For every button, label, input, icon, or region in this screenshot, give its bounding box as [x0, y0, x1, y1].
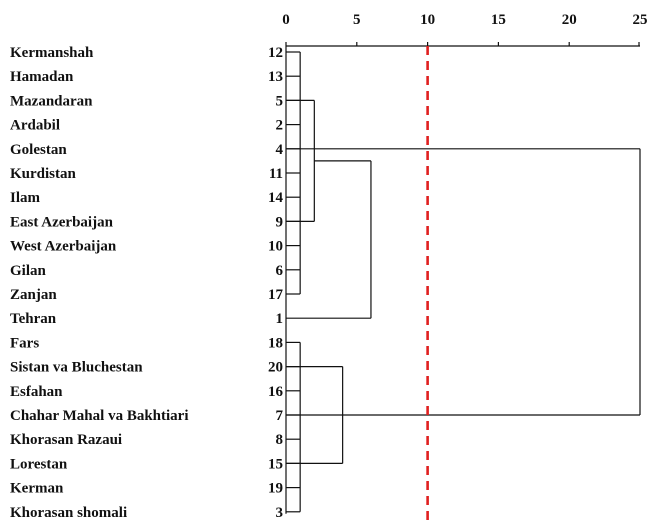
- leaf-id: 7: [276, 408, 284, 424]
- leaf-id: 10: [268, 239, 283, 255]
- leaf-id: 15: [268, 456, 283, 472]
- leaf-id: 11: [269, 166, 283, 182]
- leaf-id: 8: [276, 432, 284, 448]
- leaf-name: Ardabil: [10, 118, 60, 134]
- leaf-name: Esfahan: [10, 384, 63, 400]
- leaf-name: West Azerbaijan: [10, 239, 117, 255]
- leaf-name: East Azerbaijan: [10, 214, 114, 230]
- leaf-id: 3: [276, 505, 284, 520]
- leaf-id: 4: [276, 142, 284, 158]
- leaf-name: Lorestan: [10, 456, 68, 472]
- leaf-name: Zanjan: [10, 287, 57, 303]
- leaf-name: Kerman: [10, 481, 64, 497]
- leaf-name: Ilam: [10, 190, 41, 206]
- leaf-id-labels: 12 13 5 2 4 11 14 9 10 6 17 1 18 20 16 7 8 15 19 3: [268, 45, 284, 520]
- leaf-name: Chahar Mahal va Bakhtiari: [10, 408, 189, 424]
- leaf-name: Gilan: [10, 263, 47, 279]
- leaf-name: Khorasan shomali: [10, 505, 127, 520]
- leaf-id: 1: [276, 311, 284, 327]
- x-tick-label: 15: [491, 12, 506, 28]
- leaf-id: 14: [268, 190, 284, 206]
- leaf-name: Sistan va Bluchestan: [10, 360, 143, 376]
- leaf-id: 5: [276, 93, 284, 109]
- x-axis-tick-labels: 0 5 10 15 20 25: [282, 12, 647, 28]
- leaf-id: 16: [268, 384, 284, 400]
- leaf-id: 2: [276, 118, 284, 134]
- x-tick-label: 20: [562, 12, 577, 28]
- leaf-id: 12: [268, 45, 283, 61]
- leaf-name: Tehran: [10, 311, 57, 327]
- leaf-id: 6: [276, 263, 284, 279]
- leaf-id: 19: [268, 481, 283, 497]
- leaf-name: Fars: [10, 335, 39, 351]
- x-tick-label: 25: [633, 12, 648, 28]
- leaf-id: 18: [268, 335, 283, 351]
- leaf-name: Mazandaran: [10, 93, 93, 109]
- x-tick-label: 5: [353, 12, 361, 28]
- leaf-name: Golestan: [10, 142, 67, 158]
- leaf-name-labels: Kermanshah Hamadan Mazandaran Ardabil Golest…: [10, 45, 189, 520]
- leaf-name: Kermanshah: [10, 45, 94, 61]
- leaf-id: 17: [268, 287, 284, 303]
- x-tick-label: 10: [420, 12, 435, 28]
- plot-frame: [285, 42, 640, 514]
- leaf-name: Hamadan: [10, 69, 74, 85]
- leaf-id: 13: [268, 69, 283, 85]
- leaf-id: 9: [276, 214, 284, 230]
- leaf-name: Khorasan Razaui: [10, 432, 122, 448]
- leaf-id: 20: [268, 360, 283, 376]
- leaf-name: Kurdistan: [10, 166, 77, 182]
- x-tick-label: 0: [282, 12, 290, 28]
- dendrogram-links: [286, 51, 641, 513]
